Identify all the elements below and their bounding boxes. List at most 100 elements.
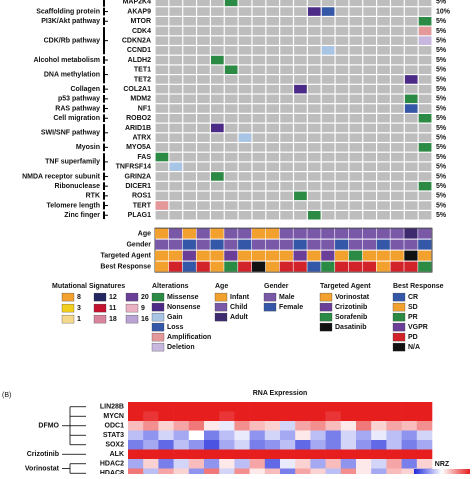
heat-cell: [249, 421, 266, 431]
cell: [377, 114, 390, 123]
cell: [169, 143, 183, 152]
cell: [391, 172, 404, 181]
heat-cell: [173, 468, 190, 479]
heat-cell: [249, 430, 266, 441]
cell: [404, 172, 418, 181]
heat-cell: [371, 421, 387, 431]
legend-swatch: [125, 292, 139, 302]
legend-swatch: [263, 302, 277, 312]
alteration: [211, 123, 224, 133]
cell: [211, 65, 224, 74]
cell: [335, 46, 349, 55]
cell: [335, 17, 349, 26]
heat-cell: [310, 440, 326, 450]
heat-cell: [143, 402, 159, 412]
cell: [349, 104, 363, 113]
legend-label: 8: [77, 294, 81, 301]
cell: [363, 114, 376, 123]
legend-label: N/A: [408, 344, 420, 351]
cell: [197, 211, 210, 220]
legend-label: Child: [230, 304, 248, 311]
cell: [377, 65, 390, 74]
cell: [377, 7, 390, 16]
cell: [252, 94, 266, 104]
cell: [169, 104, 183, 113]
heat-cell: [188, 459, 205, 469]
track-cell: [293, 261, 307, 272]
heat-cell: [310, 421, 326, 431]
heat-cell: [310, 402, 326, 412]
cell: [349, 143, 363, 152]
cell: [238, 36, 252, 45]
track-cell: [251, 261, 266, 272]
cell: [183, 75, 196, 84]
heat-cell: [173, 430, 190, 441]
cell: [238, 152, 252, 162]
cell: [307, 114, 321, 123]
track-cell: [155, 261, 169, 272]
legend-label: Crizotinib: [335, 304, 367, 311]
cell: [335, 181, 349, 191]
legend-swatch: [392, 342, 406, 352]
cell: [404, 17, 418, 26]
legend-swatch: [151, 322, 165, 332]
heat-cell: [280, 468, 296, 479]
legend-label: 1: [77, 316, 81, 323]
track-cell: [168, 239, 183, 250]
cell: [377, 152, 390, 162]
cell: [377, 17, 390, 26]
heat-cell: [249, 459, 266, 469]
cell: [404, 0, 418, 7]
cell: [197, 7, 210, 16]
heat-cell: [416, 440, 433, 450]
scale-bar: [414, 469, 470, 474]
heat-cell: [356, 430, 372, 441]
cell: [307, 26, 321, 36]
heat-cell: [143, 430, 159, 441]
heat-cell: [173, 449, 190, 460]
cell: [377, 143, 390, 152]
legend-label: Nonsense: [167, 304, 201, 311]
heat-cell: [340, 402, 357, 412]
cell: [418, 201, 432, 210]
cell: [404, 143, 418, 152]
track-cell: [376, 228, 390, 239]
cell: [155, 191, 169, 201]
cell: [335, 191, 349, 201]
cell: [266, 114, 280, 123]
track-cell: [307, 228, 321, 239]
heat-cell: [401, 449, 418, 460]
cell: [349, 46, 363, 55]
track-cell: [348, 239, 363, 250]
cell: [294, 55, 307, 65]
alteration: [155, 201, 169, 210]
cell: [155, 7, 169, 16]
cell: [294, 114, 307, 123]
heat-cell: [386, 411, 402, 422]
cell: [238, 46, 252, 55]
percent-label: 5%: [436, 105, 447, 112]
alteration: [404, 94, 418, 104]
pathway-label: SWI/SNF pathway: [41, 130, 100, 137]
cell: [238, 75, 252, 84]
cell: [349, 133, 363, 142]
cell: [363, 211, 376, 220]
cell: [404, 133, 418, 142]
cell: [335, 75, 349, 84]
cell: [238, 172, 252, 181]
cell: [252, 123, 266, 133]
gene-label: LIN28B: [100, 404, 124, 411]
heat-cell: [401, 430, 418, 441]
cell: [294, 94, 307, 104]
heat-cell: [295, 449, 311, 460]
track-cell: [210, 228, 224, 239]
legend-label: Vorinostat: [335, 294, 370, 301]
cell: [321, 75, 335, 84]
heat-cell: [310, 449, 326, 460]
cell: [183, 94, 196, 104]
cell: [363, 133, 376, 142]
track-cell: [404, 228, 418, 239]
heat-cell: [371, 468, 387, 479]
heat-cell: [249, 449, 266, 460]
cell: [197, 0, 210, 7]
